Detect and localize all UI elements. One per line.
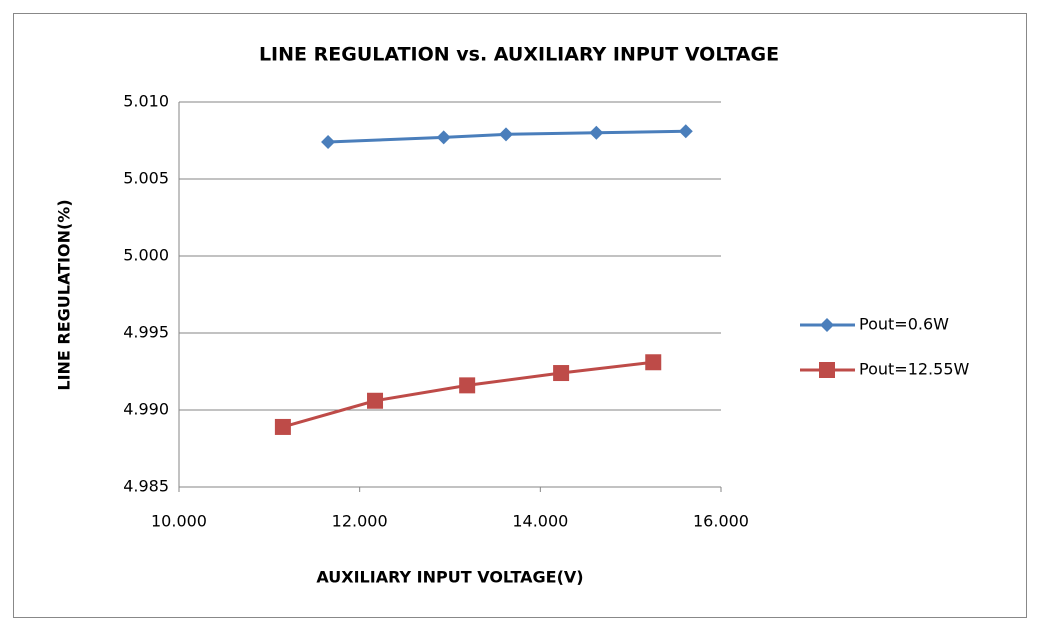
x-tick-label: 12.000: [332, 512, 388, 531]
y-axis-label: LINE REGULATION(%): [55, 199, 74, 390]
data-point: [499, 127, 514, 142]
legend-label: Pout=0.6W: [859, 315, 949, 334]
data-point: [459, 377, 476, 394]
data-point: [436, 130, 451, 145]
y-tick-label: 5.000: [123, 246, 169, 265]
data-point: [553, 365, 570, 382]
data-point: [678, 124, 693, 139]
chart-border: [13, 13, 1027, 618]
data-point: [589, 125, 604, 140]
data-point: [321, 135, 336, 150]
x-tick-label: 16.000: [693, 512, 749, 531]
y-tick-label: 4.985: [123, 477, 169, 496]
legend-label: Pout=12.55W: [859, 360, 969, 379]
y-tick-label: 5.010: [123, 92, 169, 111]
y-tick-label: 4.990: [123, 400, 169, 419]
data-point: [645, 354, 662, 371]
x-axis-label: AUXILIARY INPUT VOLTAGE(V): [316, 568, 583, 587]
data-point: [274, 418, 291, 435]
y-tick-label: 5.005: [123, 169, 169, 188]
legend-marker: [820, 318, 834, 332]
x-tick-label: 10.000: [151, 512, 207, 531]
y-tick-label: 4.995: [123, 323, 169, 342]
legend-marker: [819, 362, 835, 378]
chart-title: LINE REGULATION vs. AUXILIARY INPUT VOLT…: [259, 44, 779, 66]
x-tick-label: 14.000: [512, 512, 568, 531]
data-point: [367, 392, 384, 409]
